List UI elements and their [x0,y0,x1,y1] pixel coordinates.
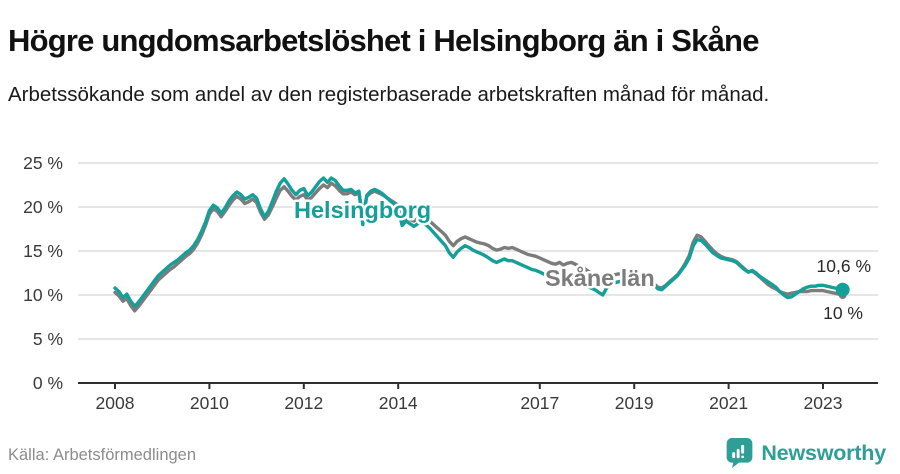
x-axis-tick-label: 2019 [615,393,654,413]
y-axis-tick-label: 25 % [23,153,63,173]
skane-series-label: Skåne län [545,265,655,291]
x-axis-tick-label: 2017 [520,393,559,413]
x-axis-tick-label: 2021 [709,393,748,413]
page-title: Högre ungdomsarbetslöshet i Helsingborg … [8,22,759,58]
helsingborg-end-dot [835,282,850,297]
x-axis-tick-label: 2012 [284,393,323,413]
y-axis-tick-label: 10 % [23,285,63,305]
y-axis-tick-label: 20 % [23,197,63,217]
newsworthy-logo[interactable]: Newsworthy [726,438,886,468]
skane-end-value-label: 10 % [823,303,863,323]
bar-chart-speech-bubble-icon [726,438,753,468]
line-chart: 0 % 5 % 10 % 15 % 20 % 25 % 2008 2010 2012 2014 20… [0,135,900,425]
x-axis-tick-label: 2023 [804,393,843,413]
helsingborg-series-label: Helsingborg [294,197,431,223]
x-axis-tick-label: 2014 [379,393,418,413]
helsingborg-line [113,176,845,309]
y-axis-tick-label: 15 % [23,241,63,261]
y-axis-tick-label: 0 % [33,373,63,393]
chart-canvas: 0 % 5 % 10 % 15 % 20 % 25 % 2008 2010 2012 2014 20… [23,153,878,413]
newsworthy-wordmark: Newsworthy [761,440,886,465]
helsingborg-end-value-label: 10,6 % [817,256,871,276]
source-note: Källa: Arbetsförmedlingen [8,446,197,464]
x-axis-tick-label: 2010 [190,393,229,413]
page-subtitle: Arbetssökande som andel av den registerb… [8,82,770,106]
y-axis-tick-label: 5 % [33,329,63,349]
skane-line [113,181,845,313]
x-axis-tick-label: 2008 [96,393,135,413]
